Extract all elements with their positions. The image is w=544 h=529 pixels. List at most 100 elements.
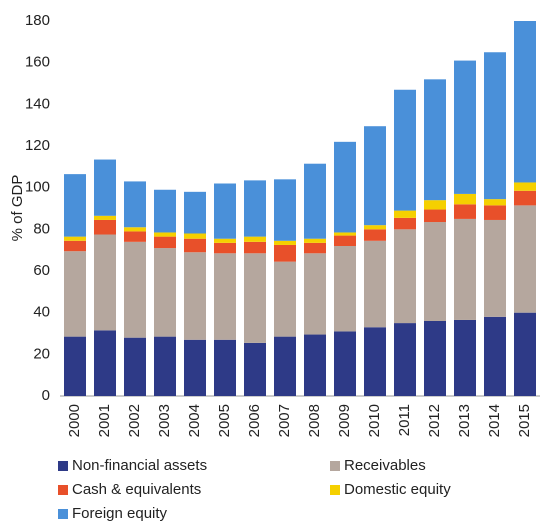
x-tick-label: 2007 [276,404,293,437]
y-tick-label: 80 [33,220,50,237]
y-tick-label: 120 [25,137,50,154]
legend-label: Receivables [344,457,426,474]
bar-segment [364,327,386,396]
bar-segment [214,339,236,396]
y-tick-label: 100 [25,179,50,196]
bar-segment [244,241,266,254]
bar-segment [424,222,446,321]
x-tick-label: 2014 [486,404,503,437]
x-tick-label: 2010 [366,404,383,437]
bar-segment [64,236,86,241]
bar-segment [364,225,386,230]
y-tick-label: 160 [25,54,50,71]
bar-segment [394,217,416,230]
bar-segment [244,342,266,396]
bar-segment [274,179,296,241]
bar-segment [244,236,266,242]
y-tick-label: 140 [25,95,50,112]
bar-segment [94,215,116,220]
bar-segment [64,251,86,337]
bar-segment [394,323,416,396]
bar-segment [94,159,116,216]
bar-segment [94,234,116,331]
y-axis-label: % of GDP [9,175,26,242]
bar-segment [64,240,86,252]
bar-segment [94,219,116,235]
y-tick-label: 180 [25,12,50,29]
bar-segment [454,204,476,219]
bar-segment [64,336,86,396]
bar-segment [454,193,476,205]
bar-segment [244,180,266,237]
bar-segment [304,253,326,335]
bar-segment [184,252,206,340]
bar-segment [244,253,266,343]
bar-segment [214,242,236,254]
bar-segment [304,238,326,243]
x-tick-label: 2006 [246,404,263,437]
bar-segment [364,240,386,328]
bar-segment [184,233,206,239]
y-tick-label: 0 [42,387,50,404]
bar-segment [514,21,536,183]
x-tick-label: 2002 [126,404,143,437]
bar-segment [124,241,146,338]
x-tick-label: 2000 [66,404,83,437]
bar-segment [424,79,446,201]
bar-segment [514,182,536,191]
bar-segment [154,336,176,396]
legend-swatch [330,485,340,495]
bar-segment [484,219,506,317]
bar-segment [424,200,446,210]
x-tick-label: 2013 [456,404,473,437]
bar-segment [184,238,206,253]
x-tick-label: 2009 [336,404,353,437]
x-tick-label: 2003 [156,404,173,437]
y-tick-label: 60 [33,262,50,279]
bar-segment [274,244,296,262]
bar-segment [274,240,296,245]
bar-segment [124,181,146,228]
bar-segment [514,312,536,396]
legend-swatch [58,509,68,519]
legend-label: Foreign equity [72,505,168,522]
bar-segment [514,190,536,206]
bar-segment [304,334,326,396]
legend-label: Non-financial assets [72,457,207,474]
bar-segment [124,337,146,396]
bar-segment [364,126,386,226]
bar-segment [454,218,476,320]
bar-segment [334,246,356,332]
x-tick-label: 2001 [96,404,113,437]
y-tick-label: 20 [33,345,50,362]
bar-segment [214,183,236,239]
bar-segment [514,205,536,313]
bar-segment [154,232,176,237]
bar-segment [424,321,446,396]
x-tick-label: 2011 [396,404,413,436]
x-tick-label: 2012 [426,404,443,437]
bar-segment [424,209,446,223]
x-tick-label: 2008 [306,404,323,437]
bar-segment [304,242,326,254]
x-tick-label: 2015 [516,404,533,437]
x-tick-label: 2005 [216,404,233,437]
bar-segment [484,205,506,220]
legend-swatch [58,485,68,495]
bar-segment [124,231,146,242]
bar-segment [214,253,236,340]
bar-segment [454,319,476,396]
bar-segment [154,248,176,337]
legend-swatch [58,461,68,471]
bar-segment [64,174,86,237]
bar-segment [484,316,506,396]
legend-swatch [330,461,340,471]
legend-label: Domestic equity [344,481,451,498]
bar-segment [154,189,176,233]
legend-label: Cash & equivalents [72,481,201,498]
bar-segment [334,141,356,233]
bar-segment [364,229,386,241]
y-tick-label: 40 [33,304,50,321]
bar-segment [394,89,416,211]
